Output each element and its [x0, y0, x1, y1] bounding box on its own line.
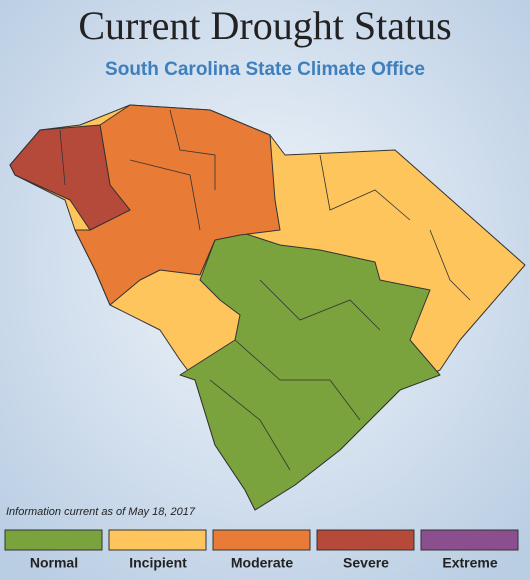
legend-label: Normal	[30, 555, 78, 571]
legend-label: Incipient	[129, 555, 187, 571]
legend-swatch	[316, 529, 415, 551]
county-lines	[59, 109, 471, 471]
legend-swatch	[212, 529, 311, 551]
legend-swatch	[4, 529, 103, 551]
county-line	[319, 154, 411, 221]
legend-label: Extreme	[442, 555, 497, 571]
normal-area	[179, 231, 441, 511]
legend: Normal Incipient Moderate Severe Extreme	[4, 529, 519, 571]
legend-swatch	[420, 529, 519, 551]
county-line	[234, 339, 361, 421]
title: Current Drought Status	[78, 3, 451, 48]
county-line	[209, 379, 291, 471]
county-line	[429, 229, 471, 301]
severe-area	[9, 124, 131, 231]
legend-label: Moderate	[231, 555, 293, 571]
subtitle: South Carolina State Climate Office	[105, 59, 425, 80]
county-line	[129, 159, 201, 231]
legend-swatch	[108, 529, 207, 551]
county-line	[259, 279, 381, 331]
county-line	[169, 109, 216, 190]
legend-label: Severe	[343, 555, 389, 571]
info-note: Information current as of May 18, 2017	[6, 506, 196, 518]
county-line	[59, 129, 66, 186]
state-map	[9, 104, 526, 511]
